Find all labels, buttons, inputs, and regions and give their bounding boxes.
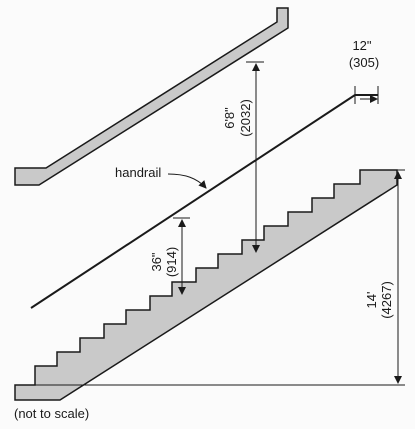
lower-stair-slab bbox=[14, 169, 398, 401]
handrail-label: handrail bbox=[115, 165, 161, 180]
rise-imperial-label: 14' bbox=[364, 292, 379, 309]
not-to-scale-note: (not to scale) bbox=[14, 406, 89, 421]
extension-imperial-label: 12" bbox=[352, 38, 371, 53]
upper-stair-slab bbox=[14, 7, 289, 186]
extension-metric-label: (305) bbox=[349, 55, 379, 70]
headroom-imperial-label: 6'8" bbox=[222, 107, 237, 129]
handrail-line bbox=[30, 94, 356, 309]
rail-height-imperial-label: 36" bbox=[149, 252, 164, 271]
rail-height-metric-label: (914) bbox=[164, 247, 179, 277]
rise-metric-label: (4267) bbox=[379, 281, 394, 319]
headroom-metric-label: (2032) bbox=[238, 99, 253, 137]
handrail-leader bbox=[167, 173, 207, 189]
